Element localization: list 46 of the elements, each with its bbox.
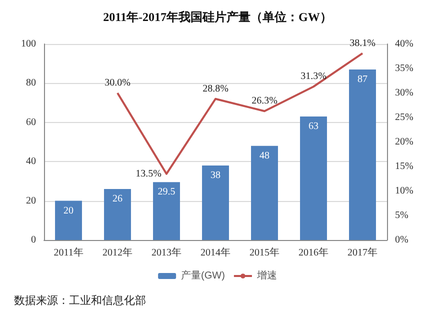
bar	[251, 146, 278, 240]
y-tick-label: 100	[21, 38, 36, 50]
data-label: 87	[358, 74, 368, 85]
y2-tick-label: 0%	[395, 234, 408, 246]
bar	[55, 200, 82, 240]
x-tick-label: 2011年	[54, 246, 84, 258]
data-label: 38	[210, 170, 220, 182]
data-label: 31.3%	[300, 71, 326, 82]
bar	[202, 166, 229, 240]
data-label: 13.5%	[136, 168, 162, 180]
data-label: 26	[112, 194, 122, 205]
x-tick-label: 2014年	[200, 246, 230, 258]
x-tick-label: 2017年	[348, 246, 378, 258]
data-label: 38.1%	[350, 38, 376, 49]
x-tick-label: 2015年	[250, 246, 280, 258]
y-tick-label: 40	[26, 156, 36, 168]
legend-label: 增速	[256, 270, 277, 282]
data-label: 26.3%	[252, 96, 278, 107]
data-label: 48	[260, 150, 270, 162]
x-tick-label: 2016年	[298, 246, 328, 258]
bar	[153, 182, 180, 240]
bar	[300, 116, 327, 240]
bar	[104, 189, 131, 240]
y2-tick-label: 40%	[395, 38, 414, 50]
data-label: 63	[308, 121, 318, 132]
y2-tick-label: 20%	[395, 136, 414, 148]
y-tick-label: 20	[26, 195, 36, 206]
y-tick-label: 60	[26, 116, 36, 128]
y-tick-label: 0	[31, 234, 36, 246]
x-tick-label: 2013年	[152, 246, 182, 258]
data-label: 29.5	[158, 186, 176, 198]
y2-tick-label: 35%	[395, 63, 414, 74]
data-label: 20	[64, 205, 74, 216]
y-tick-label: 80	[26, 78, 36, 89]
bar	[349, 69, 376, 240]
x-tick-label: 2012年	[102, 246, 132, 258]
y2-tick-label: 15%	[395, 161, 414, 172]
source-note: 数据来源：工业和信息化部	[14, 294, 146, 307]
legend-label: 产量(GW)	[181, 270, 225, 282]
y2-tick-label: 10%	[395, 186, 414, 196]
y2-tick-label: 25%	[395, 112, 414, 123]
chart-title: 2011年-2017年我国硅片产量（单位：GW）	[103, 10, 332, 24]
y2-tick-label: 30%	[395, 88, 414, 98]
y2-tick-label: 5%	[395, 210, 408, 221]
data-label: 30.0%	[104, 78, 130, 88]
data-label: 28.8%	[202, 83, 228, 94]
